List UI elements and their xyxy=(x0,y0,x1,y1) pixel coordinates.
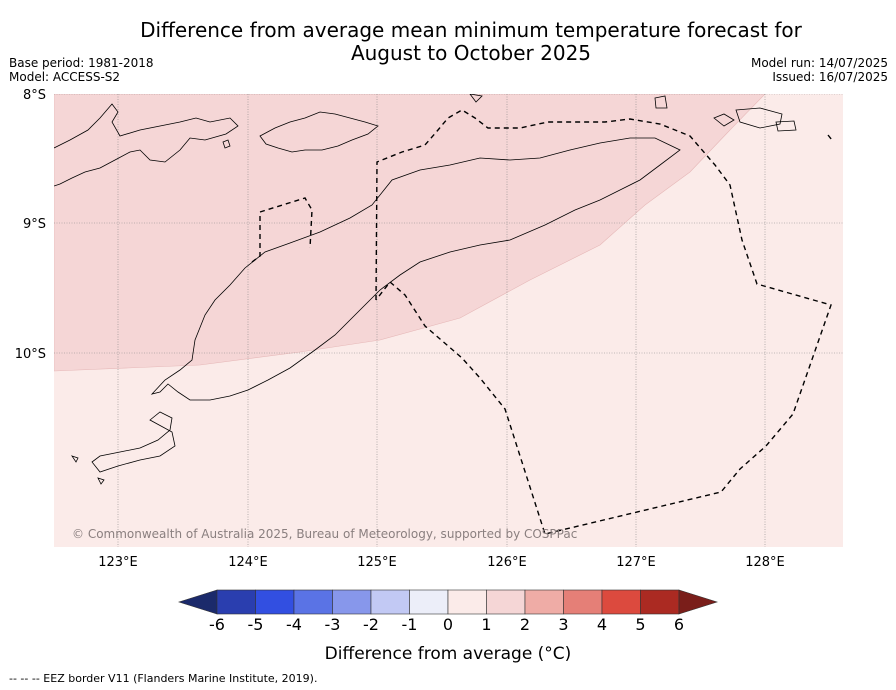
colorbar-segment xyxy=(216,589,256,615)
coastline-islet-3 xyxy=(97,477,105,485)
colorbar: -6 -5 -4 -3 -2 -1 0 1 2 3 4 5 6 xyxy=(178,589,718,634)
colorbar-tick-label: -1 xyxy=(402,615,418,634)
coastline-wetar xyxy=(54,103,239,187)
colorbar-tick-label: -4 xyxy=(286,615,302,634)
issued-date: Issued: 16/07/2025 xyxy=(772,70,888,84)
colorbar-extend-min xyxy=(178,589,218,615)
colorbar-segment xyxy=(409,589,449,615)
colorbar-tick-label: 3 xyxy=(558,615,568,634)
colorbar-tick-label: -3 xyxy=(325,615,341,634)
colorbar-segment xyxy=(370,589,410,615)
coastline-rote xyxy=(91,411,176,473)
chart-title: Difference from average mean minimum tem… xyxy=(0,19,896,65)
colorbar-tick-label: -2 xyxy=(363,615,379,634)
eez-legend-footer: -- -- -- EEZ border V11 (Flanders Marine… xyxy=(9,672,318,685)
eez-border-timor xyxy=(375,109,832,535)
copyright-notice: © Commonwealth of Australia 2025, Bureau… xyxy=(72,527,577,541)
colorbar-segment xyxy=(524,589,564,615)
colorbar-segment xyxy=(601,589,641,615)
colorbar-segment xyxy=(563,589,603,615)
coastline-islet-8 xyxy=(469,94,483,103)
model-run: Model run: 14/07/2025 xyxy=(750,56,888,70)
map-area: © Commonwealth of Australia 2025, Bureau… xyxy=(54,94,843,547)
eez-borders xyxy=(251,109,833,535)
coastline-island-small-1 xyxy=(222,139,231,149)
colorbar-tick-label: -5 xyxy=(248,615,264,634)
coastlines xyxy=(54,94,797,485)
colorbar-label: Difference from average (°C) xyxy=(325,644,572,664)
coastline-islet-6 xyxy=(735,107,783,129)
lon-label-125e: 125°E xyxy=(357,555,397,570)
lon-label-123e: 123°E xyxy=(98,555,138,570)
lat-label-10s: 10°S xyxy=(15,347,46,362)
title-line-1: Difference from average mean minimum tem… xyxy=(140,18,802,42)
lon-label-126e: 126°E xyxy=(487,555,527,570)
colorbar-segment xyxy=(293,589,333,615)
lat-label-9s: 9°S xyxy=(23,217,46,232)
colorbar-segment xyxy=(486,589,526,615)
coastline-islet-4 xyxy=(654,95,668,109)
colorbar-tick-label: -6 xyxy=(209,615,225,634)
colorbar-tick-label: 4 xyxy=(597,615,607,634)
coastline-islet-2 xyxy=(71,455,79,463)
lon-labels: 123°E 124°E 125°E 126°E 127°E 128°E xyxy=(98,555,785,570)
model-name: Model: ACCESS-S2 xyxy=(9,70,121,84)
colorbar-extend-max xyxy=(678,589,718,615)
metadata-left: Base period: 1981-2018 Model: ACCESS-S2 xyxy=(9,56,154,84)
coastline-islet-5 xyxy=(713,113,735,127)
colorbar-segment xyxy=(332,589,372,615)
lat-label-8s: 8°S xyxy=(23,88,46,103)
colorbar-tick-label: 0 xyxy=(443,615,453,634)
lon-label-128e: 128°E xyxy=(745,555,785,570)
lon-label-124e: 124°E xyxy=(228,555,268,570)
zone-1-to-2 xyxy=(54,94,766,372)
colorbar-tick-label: 1 xyxy=(481,615,491,634)
colorbar-segment xyxy=(447,589,487,615)
metadata-right: Model run: 14/07/2025 Issued: 16/07/2025 xyxy=(751,56,888,84)
colorbar-tick-label: 2 xyxy=(520,615,530,634)
lon-label-127e: 127°E xyxy=(616,555,656,570)
coastline-islet-7 xyxy=(775,120,797,132)
coastline-alor xyxy=(259,111,379,153)
colorbar-segment xyxy=(255,589,295,615)
lat-labels: 8°S 9°S 10°S xyxy=(15,88,46,362)
eez-border-oecusse xyxy=(251,197,313,263)
coastline-timor xyxy=(150,137,681,401)
colorbar-tick-label: 6 xyxy=(674,615,684,634)
eez-border-east-stub xyxy=(827,134,833,141)
base-period: Base period: 1981-2018 xyxy=(9,56,154,70)
colorbar-segment xyxy=(640,589,680,615)
colorbar-tick-label: 5 xyxy=(635,615,645,634)
title-line-2: August to October 2025 xyxy=(350,41,592,65)
